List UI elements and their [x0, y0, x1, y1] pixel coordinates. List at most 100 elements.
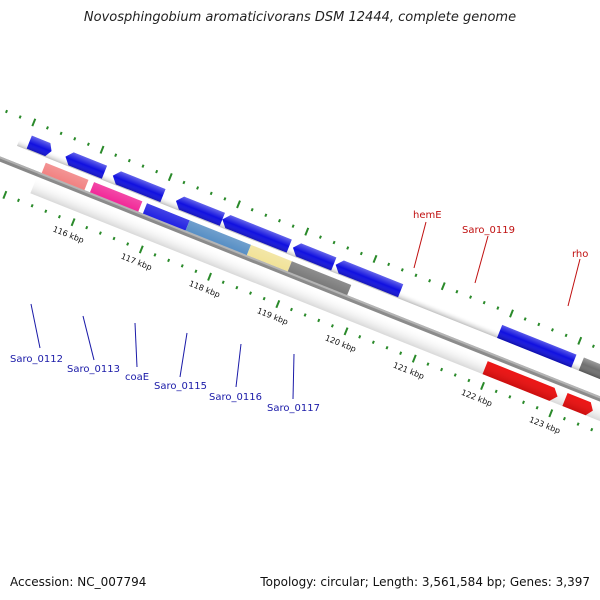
major-tick [480, 381, 485, 391]
minor-tick [467, 378, 471, 383]
minor-tick [289, 307, 293, 312]
minor-tick [385, 345, 389, 350]
gene-label-saro-0115[interactable]: Saro_0115 [154, 381, 207, 392]
minor-tick [264, 213, 268, 218]
minor-tick [303, 313, 307, 317]
minor-tick [73, 137, 77, 141]
minor-tick [16, 198, 20, 203]
major-tick [411, 354, 417, 363]
minor-tick [482, 300, 486, 305]
minor-tick [180, 264, 184, 268]
minor-tick [591, 344, 595, 349]
minor-tick [141, 164, 145, 168]
minor-tick [317, 318, 321, 323]
minor-tick [57, 214, 61, 219]
minor-tick [127, 158, 131, 163]
major-tick [343, 327, 349, 336]
gene-label-heme[interactable]: hemE [413, 210, 442, 221]
minor-tick [469, 295, 473, 299]
major-tick [372, 254, 378, 264]
minor-tick [523, 317, 527, 321]
major-tick [577, 336, 583, 345]
minor-tick [182, 180, 186, 185]
minor-tick [453, 373, 457, 377]
cds-track-reverse [30, 161, 600, 457]
minor-tick [59, 131, 63, 136]
minor-tick [262, 296, 266, 301]
minor-tick [440, 367, 444, 372]
minor-tick [330, 324, 334, 328]
cds-track-forward [16, 131, 600, 421]
major-tick [509, 309, 514, 318]
gene-label-coae[interactable]: coaE [125, 372, 149, 383]
minor-tick [371, 340, 375, 345]
minor-tick [537, 322, 541, 327]
major-tick [167, 172, 173, 182]
major-tick [207, 272, 212, 281]
minor-tick [455, 289, 459, 294]
minor-tick [291, 224, 295, 228]
minor-tick [332, 240, 336, 245]
minor-tick [155, 169, 159, 174]
genome-summary-text: Topology: circular; Length: 3,561,584 bp… [260, 575, 590, 589]
minor-tick [98, 231, 102, 235]
gene-label-rho[interactable]: rho [572, 249, 588, 260]
map-title: Novosphingobium aromaticivorans DSM 1244… [83, 10, 517, 25]
major-tick [99, 145, 105, 154]
ruler-label: 117 kbp [120, 252, 154, 272]
major-tick [2, 190, 8, 199]
minor-tick [590, 427, 594, 432]
minor-tick [400, 268, 404, 272]
minor-tick [562, 416, 566, 421]
minor-tick [86, 142, 90, 147]
ruler-label: 119 kbp [256, 306, 290, 326]
gene-label-saro-0112[interactable]: Saro_0112 [10, 354, 63, 365]
minor-tick [85, 225, 89, 230]
gene-label-saro-0117[interactable]: Saro_0117 [267, 403, 320, 414]
minor-tick [426, 362, 430, 366]
minor-tick [346, 246, 350, 250]
inner-tick-row [2, 190, 594, 432]
gene-label-saro-0113[interactable]: Saro_0113 [67, 364, 120, 375]
minor-tick [44, 209, 48, 214]
major-tick [304, 227, 310, 236]
ruler-label: 120 kbp [324, 333, 358, 353]
minor-tick [358, 335, 362, 339]
minor-tick [414, 273, 418, 278]
minor-tick [223, 197, 227, 201]
minor-tick [153, 253, 157, 257]
minor-tick [359, 251, 363, 256]
minor-tick [576, 422, 580, 426]
minor-tick [508, 395, 512, 399]
ruler-label: 122 kbp [460, 388, 494, 408]
gene-label-saro-0119[interactable]: Saro_0119 [462, 225, 515, 236]
minor-tick [249, 291, 252, 295]
minor-tick [194, 269, 198, 274]
minor-tick [5, 109, 8, 114]
ruler-label: 123 kbp [528, 415, 562, 435]
ruler-label: 121 kbp [392, 361, 426, 381]
major-tick [275, 299, 281, 309]
outer-tick-row [5, 109, 595, 349]
minor-tick [45, 126, 49, 130]
minor-tick [114, 153, 118, 157]
minor-tick [209, 191, 213, 196]
minor-tick [428, 278, 432, 283]
major-tick [31, 118, 37, 127]
callout-lines [30, 221, 581, 400]
minor-tick [277, 218, 281, 223]
minor-tick [496, 306, 500, 310]
major-tick [440, 282, 446, 291]
major-tick [548, 409, 554, 418]
gene-label-saro-0116[interactable]: Saro_0116 [209, 392, 262, 403]
minor-tick [250, 208, 254, 212]
ruler-label: 118 kbp [188, 279, 222, 299]
minor-tick [399, 351, 403, 355]
major-tick [236, 200, 241, 209]
ruler-label: 116 kbp [52, 225, 86, 245]
minor-tick [550, 328, 554, 332]
minor-tick [387, 262, 391, 267]
accession-text: Accession: NC_007794 [10, 575, 147, 589]
minor-tick [167, 258, 171, 263]
